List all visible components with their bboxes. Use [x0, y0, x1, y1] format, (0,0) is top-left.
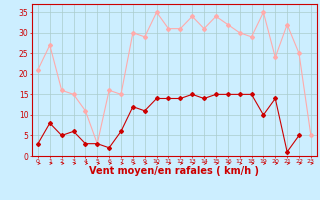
X-axis label: Vent moyen/en rafales ( km/h ): Vent moyen/en rafales ( km/h ) — [89, 166, 260, 176]
